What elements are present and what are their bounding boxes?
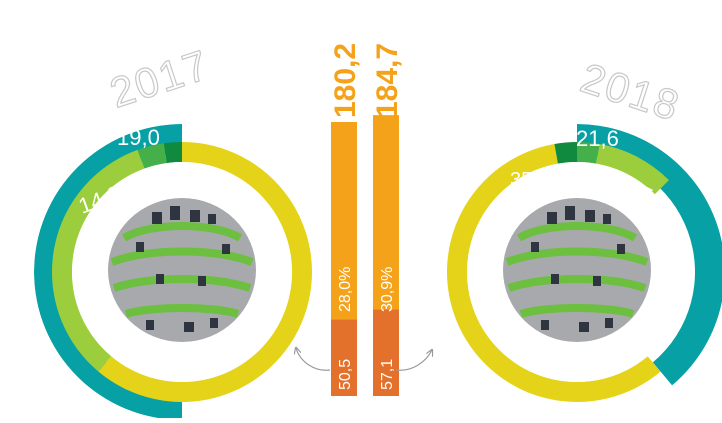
bar-base-label-2017: 50,5 [337,359,354,390]
segment-3-4-2018 [554,142,577,164]
bar-total-label-2017: 180,2 [329,43,362,118]
segment-outer-2018 [577,124,722,386]
bar-total-label-2018: 184,7 [371,43,404,118]
year-title-2018: 2018 [575,54,686,130]
bar-top-2018 [373,115,399,310]
globe-illustration-2018 [503,198,651,342]
label-2-3-2018: 2,3 [595,171,613,186]
bar-share-label-2017: 28,0% [337,267,354,312]
segment-2-3-2018 [577,142,600,164]
segment-inner-2018 [447,143,661,403]
label-2-7-2017: 2,7 [151,174,169,189]
segment-2-1-2017 [137,143,167,169]
label-3-4-2018: 3,4 [567,170,585,185]
bar-base-2017 [331,319,357,396]
arrow-right [395,350,432,371]
segment-middle-2018 [596,143,669,195]
label-21-6-2018: 21,6 [576,126,619,151]
label-35-6-2018: 35,6 [510,169,549,191]
segment-2-7-2017 [163,142,182,164]
bar-base-2018 [373,309,399,396]
arrow-left [296,348,331,371]
label-19-0-2017: 19,0 [117,125,160,150]
label-2-1-2017: 2,1 [126,179,144,194]
year-title-2017: 2017 [104,41,215,117]
segment-outer-2017 [34,124,182,420]
segment-middle-2017 [52,149,145,372]
segment-inner-2017 [98,142,312,402]
globe-illustration-2017 [108,198,256,342]
label-31-4-2017: 31,4 [188,167,227,189]
stacked-bars: 50,5 28,0% 180,2 57,1 30,9% 184,7 [329,43,404,396]
bar-top-2017 [331,122,357,320]
bar-base-label-2018: 57,1 [379,359,396,390]
bar-share-label-2018: 30,9% [379,267,396,312]
